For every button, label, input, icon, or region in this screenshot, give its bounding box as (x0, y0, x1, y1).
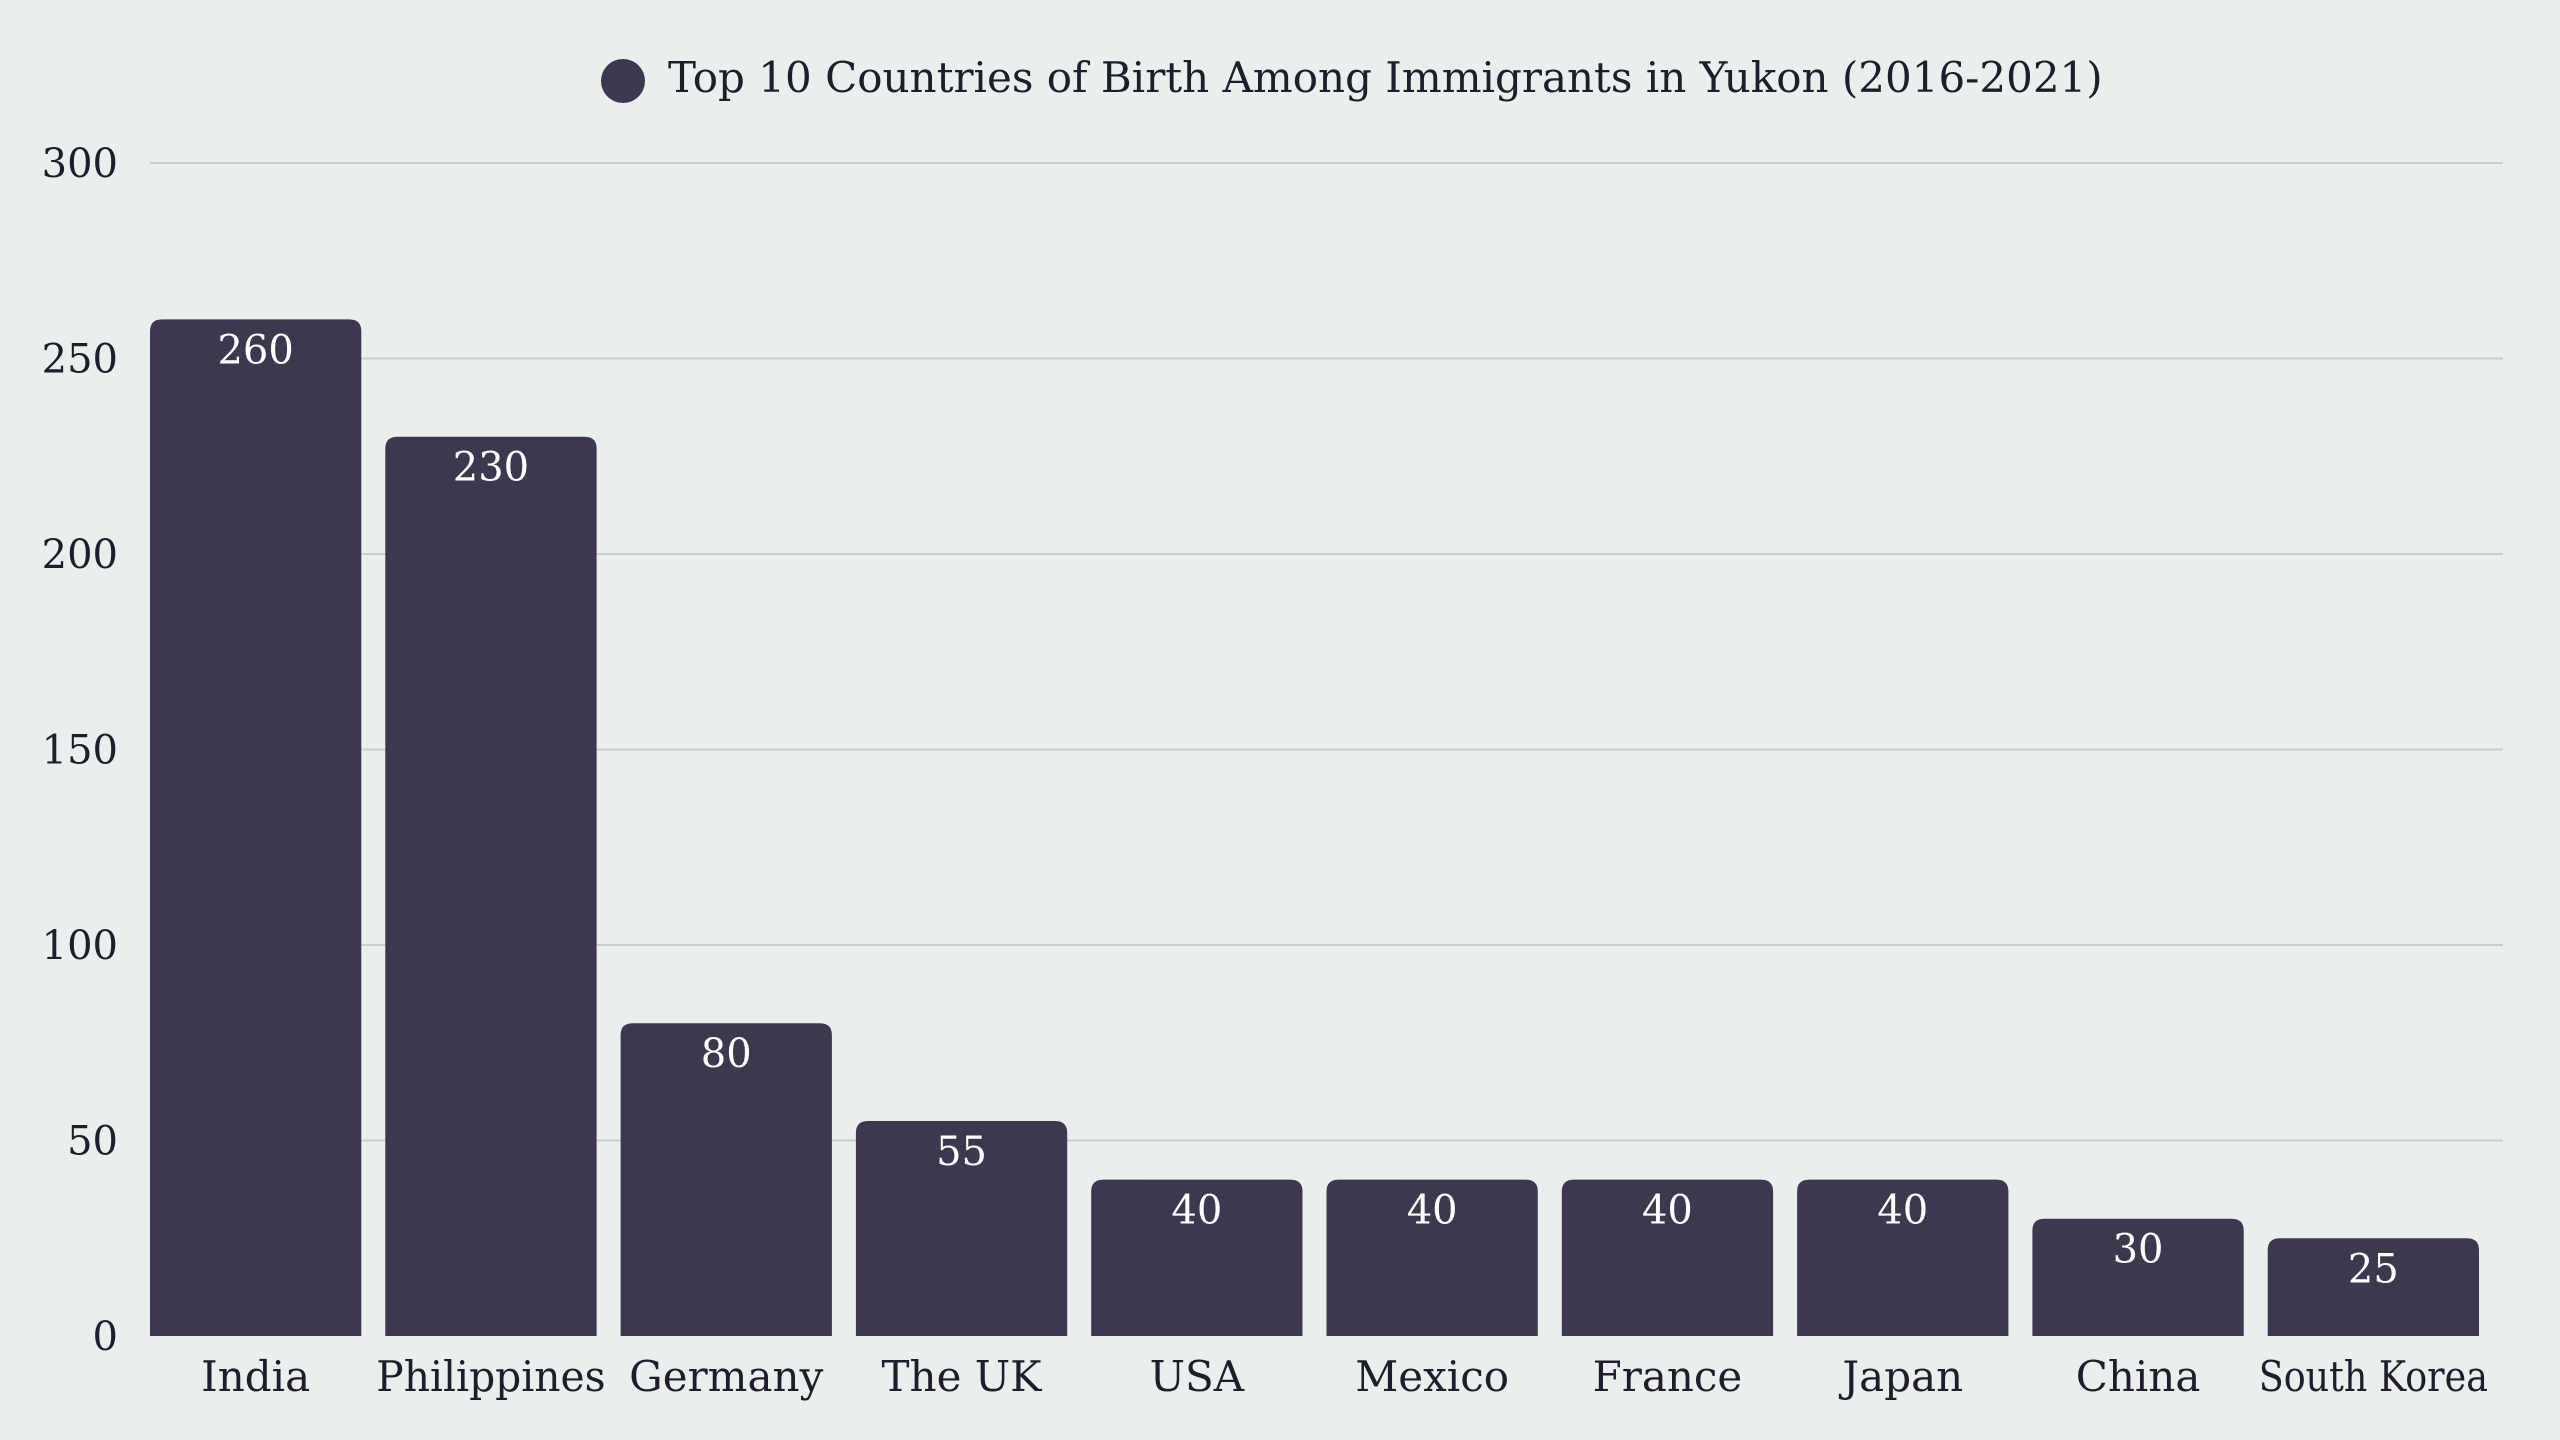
x-tick-label: South Korea (2259, 1352, 2488, 1401)
bar-india[interactable] (150, 319, 362, 1336)
data-label: 25 (2348, 1246, 2399, 1292)
data-label: 260 (217, 327, 293, 373)
bar-usa[interactable] (1091, 1179, 1303, 1336)
y-tick-label: 250 (42, 337, 118, 383)
bar-china[interactable] (2032, 1218, 2244, 1336)
y-tick-label: 100 (42, 923, 118, 969)
bar-south-korea[interactable] (2267, 1238, 2479, 1336)
chart-legend[interactable]: Top 10 Countries of Birth Among Immigran… (601, 53, 2103, 103)
x-tick-label: Mexico (1355, 1352, 1509, 1401)
x-tick-label: Germany (629, 1352, 823, 1401)
y-tick-label: 50 (67, 1119, 118, 1165)
y-tick-label: 0 (93, 1314, 118, 1360)
data-label: 40 (1171, 1188, 1222, 1234)
bar-japan[interactable] (1797, 1179, 2009, 1336)
bar-the-uk[interactable] (855, 1120, 1068, 1336)
x-tick-label: The UK (882, 1352, 1044, 1401)
data-label: 40 (1642, 1188, 1693, 1234)
data-label: 80 (701, 1031, 752, 1077)
x-tick-label: Japan (1838, 1352, 1963, 1401)
legend-marker (601, 59, 645, 103)
data-label: 40 (1877, 1188, 1928, 1234)
bar-philippines[interactable] (385, 436, 597, 1336)
bars (150, 319, 2479, 1336)
legend-label: Top 10 Countries of Birth Among Immigran… (668, 53, 2103, 102)
bar-france[interactable] (1561, 1179, 1774, 1336)
data-label: 230 (453, 445, 529, 491)
x-tick-label: USA (1150, 1352, 1245, 1401)
x-tick-label: France (1593, 1352, 1743, 1401)
y-tick-label: 150 (42, 728, 118, 774)
y-axis-ticks: 0 50 100 150 200 250 300 (42, 141, 118, 1360)
y-tick-label: 300 (42, 141, 118, 187)
x-axis-labels: India Philippines Germany The UK USA Mexico Fr… (201, 1352, 2488, 1401)
data-label: 40 (1407, 1188, 1458, 1234)
data-labels: 260 230 80 55 40 40 40 40 30 25 (217, 327, 2398, 1292)
bar-germany[interactable] (620, 1023, 832, 1336)
bar-mexico[interactable] (1326, 1179, 1538, 1336)
data-label: 55 (936, 1129, 987, 1175)
data-label: 30 (2113, 1227, 2164, 1273)
x-tick-label: Philippines (376, 1352, 605, 1401)
x-tick-label: China (2076, 1352, 2201, 1401)
y-tick-label: 200 (42, 532, 118, 578)
x-tick-label: India (201, 1352, 310, 1401)
